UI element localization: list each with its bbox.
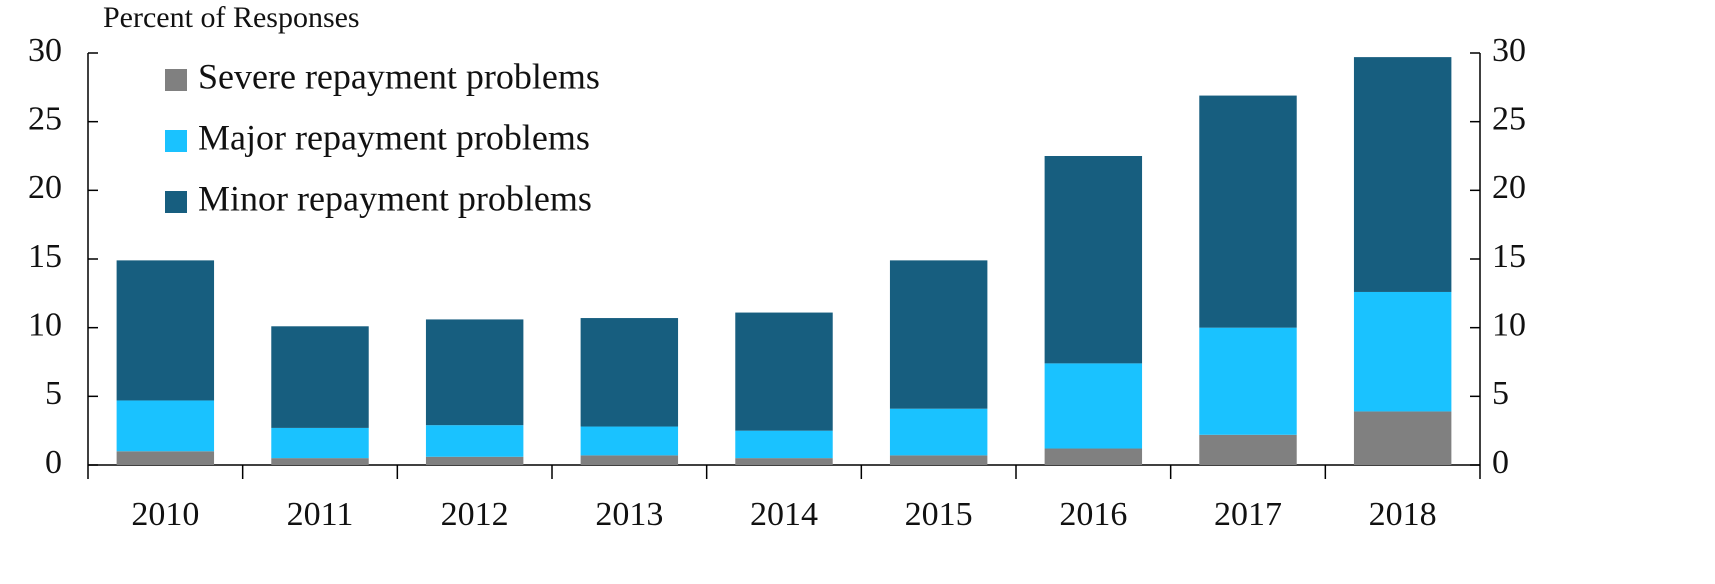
x-tick-label: 2017 <box>1214 496 1282 533</box>
x-tick-label: 2015 <box>905 496 973 533</box>
y2-tick-label: 15 <box>1492 238 1526 275</box>
bar-segment <box>425 456 524 465</box>
bar-segment <box>1353 291 1452 412</box>
bar-segment <box>116 451 215 465</box>
y2-tick-label: 25 <box>1492 100 1526 137</box>
y2-tick-label: 20 <box>1492 169 1526 206</box>
bar-segment <box>1353 57 1452 292</box>
bar-segment <box>1044 448 1143 465</box>
y-tick-label: 10 <box>28 306 62 343</box>
bar-segment <box>580 455 679 465</box>
bar-segment <box>735 312 833 431</box>
bar-segment <box>271 427 369 459</box>
bar-segment <box>1199 95 1297 328</box>
bar-segment <box>116 260 215 401</box>
bar-segment <box>271 326 369 428</box>
y-tick-label: 30 <box>28 32 62 69</box>
bar-segment <box>271 458 369 465</box>
x-tick-label: 2010 <box>131 496 199 533</box>
bar-segment <box>1199 327 1297 435</box>
bar-segment <box>425 319 524 426</box>
bar-segment <box>580 426 679 456</box>
y-tick-label: 5 <box>45 375 62 412</box>
x-tick-label: 2014 <box>750 496 818 533</box>
legend-label: Minor repayment problems <box>198 178 592 218</box>
bar-segment <box>735 430 833 459</box>
bar-segment <box>735 458 833 465</box>
legend-swatch <box>165 69 187 91</box>
x-tick-label: 2013 <box>595 496 663 533</box>
legend-swatch <box>165 130 187 152</box>
bar-segment <box>425 425 524 457</box>
bar-segment <box>1044 156 1143 364</box>
y-tick-label: 25 <box>28 100 62 137</box>
y2-tick-label: 5 <box>1492 375 1509 412</box>
bar-segment <box>580 318 679 427</box>
legend-swatch <box>165 191 187 213</box>
y-tick-label: 15 <box>28 238 62 275</box>
y2-tick-label: 10 <box>1492 306 1526 343</box>
bar-segment <box>1353 411 1452 465</box>
y-tick-label: 0 <box>45 444 62 481</box>
y2-tick-label: 0 <box>1492 444 1509 481</box>
x-tick-label: 2018 <box>1369 496 1437 533</box>
bar-segment <box>1199 434 1297 465</box>
bar-segment <box>1044 363 1143 449</box>
x-tick-label: 2012 <box>441 496 509 533</box>
y-tick-label: 20 <box>28 169 62 206</box>
legend-label: Major repayment problems <box>198 117 590 157</box>
bar-segment <box>889 455 988 465</box>
y2-tick-label: 30 <box>1492 32 1526 69</box>
legend-label: Severe repayment problems <box>198 56 600 96</box>
y-axis-label: Percent of Responses <box>103 1 360 34</box>
bar-segment <box>889 260 988 409</box>
bar-segment <box>116 400 215 452</box>
x-tick-label: 2016 <box>1059 496 1127 533</box>
bar-segment <box>889 408 988 456</box>
x-tick-label: 2011 <box>287 496 354 533</box>
